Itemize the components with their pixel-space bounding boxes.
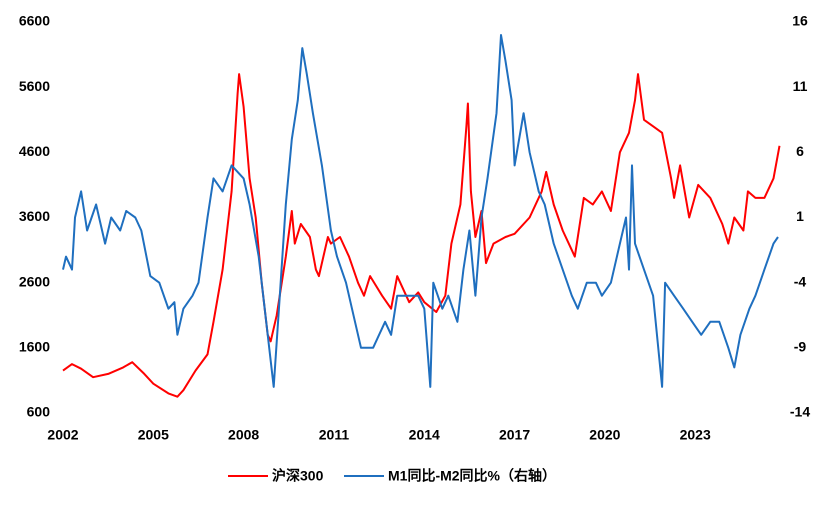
y2-tick-label: 11 <box>793 78 808 94</box>
y-tick-label: 5600 <box>19 78 50 94</box>
y-tick-label: 1600 <box>19 339 50 355</box>
x-tick-label: 2002 <box>47 427 78 443</box>
x-tick-label: 2020 <box>589 427 620 443</box>
series-line <box>62 73 781 398</box>
x-tick-label: 2011 <box>319 427 350 443</box>
y2-tick-label: 6 <box>796 143 804 159</box>
y2-tick-label: -4 <box>794 273 807 289</box>
x-tick-label: 2008 <box>228 427 259 443</box>
x-tick-label: 2014 <box>409 427 440 443</box>
y2-tick-label: -9 <box>794 339 807 355</box>
legend-label: 沪深300 <box>272 468 324 484</box>
x-tick-label: 2023 <box>680 427 711 443</box>
y-tick-label: 6600 <box>19 13 50 29</box>
series-line <box>62 34 779 388</box>
x-tick-label: 2017 <box>499 427 530 443</box>
y2-tick-label: 16 <box>792 13 808 29</box>
y2-tick-label: 1 <box>796 208 804 224</box>
x-tick-label: 2005 <box>138 427 169 443</box>
y-tick-label: 600 <box>27 404 51 420</box>
legend-label: M1同比-M2同比%（右轴） <box>388 468 556 484</box>
y2-tick-label: -14 <box>790 404 810 420</box>
y-tick-label: 3600 <box>19 208 50 224</box>
y-tick-label: 2600 <box>19 273 50 289</box>
y-tick-label: 4600 <box>19 143 50 159</box>
